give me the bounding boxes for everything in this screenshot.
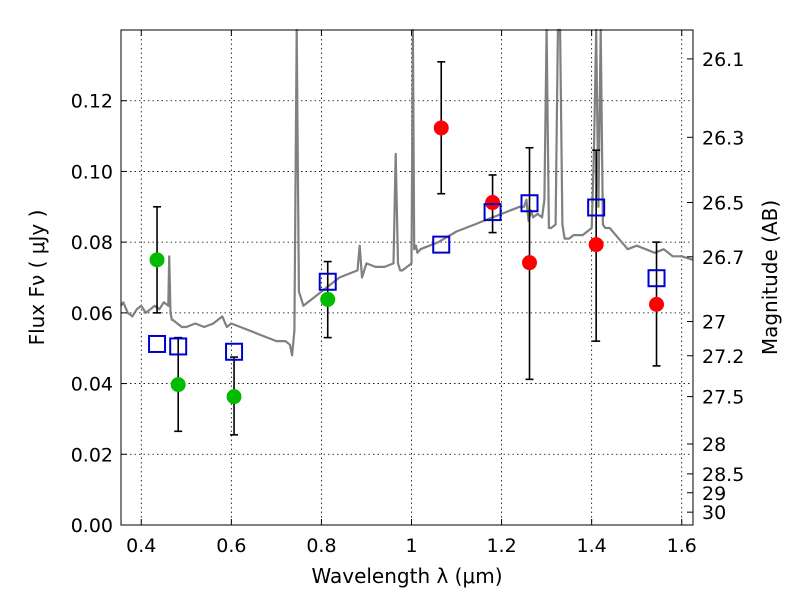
red-point	[433, 120, 449, 136]
y-tick-label: 0.02	[71, 444, 113, 466]
mag-tick-label: 28.5	[702, 464, 744, 486]
y-tick-label: 0.10	[71, 161, 113, 183]
x-tick-label: 1.2	[486, 535, 516, 557]
model-square-marker	[587, 198, 606, 217]
model-square-marker	[432, 235, 451, 254]
y-tick-label: 0.08	[71, 232, 113, 254]
y-tick-label: 0.04	[71, 374, 113, 396]
green-point	[170, 377, 186, 393]
mag-tick-label: 26.5	[702, 193, 744, 215]
x-tick-label: 0.8	[306, 535, 336, 557]
x-tick-label: 1.4	[577, 535, 607, 557]
red-point	[485, 195, 501, 211]
green-point	[149, 252, 165, 268]
x-axis-label: Wavelength λ (μm)	[311, 564, 502, 588]
grid	[121, 30, 693, 526]
mag-tick-label: 27	[702, 312, 726, 334]
green-point	[226, 389, 242, 405]
y-tick-label: 0.00	[71, 515, 113, 537]
model-square-marker	[318, 272, 337, 291]
error-bars	[153, 61, 661, 436]
y-axis-label: Flux Fν ( μJy )	[25, 210, 49, 346]
red-point	[649, 296, 665, 312]
tick-labels: 0.4 0.6 0.8 1 1.2 1.4 1.6 0.00 0.02 0.04 0.06 0.08 0…	[71, 49, 745, 557]
green-point	[320, 291, 336, 307]
model-square-marker	[148, 334, 167, 353]
mag-tick-label: 29	[702, 483, 726, 505]
y-tick-label: 0.06	[71, 303, 113, 325]
data-markers	[148, 120, 666, 405]
model-square-marker	[483, 203, 502, 222]
x-tick-label: 1.6	[667, 535, 697, 557]
mag-tick-label: 27.5	[702, 387, 744, 409]
ticks	[121, 30, 693, 526]
mag-tick-label: 26.3	[702, 127, 744, 149]
model-square-marker	[225, 342, 244, 361]
spectrum-line	[120, 28, 694, 357]
plot-frame	[120, 29, 694, 526]
red-point	[588, 237, 604, 253]
red-point	[522, 255, 538, 271]
x-tick-label: 0.6	[216, 535, 246, 557]
spectrum	[120, 28, 694, 357]
mag-tick-label: 30	[702, 502, 726, 524]
model-square-marker	[647, 269, 666, 288]
model-square-marker	[169, 337, 188, 356]
mag-tick-label: 28	[702, 434, 726, 456]
mag-tick-label: 26.7	[702, 247, 744, 269]
mag-tick-label: 27.2	[702, 346, 744, 368]
y-axis-right-label: Magnitude (AB)	[758, 200, 782, 355]
x-tick-label: 0.4	[126, 535, 156, 557]
x-tick-label: 1	[405, 535, 417, 557]
mag-tick-label: 26.1	[702, 49, 744, 71]
model-square-marker	[520, 194, 539, 213]
y-tick-label: 0.12	[71, 91, 113, 113]
